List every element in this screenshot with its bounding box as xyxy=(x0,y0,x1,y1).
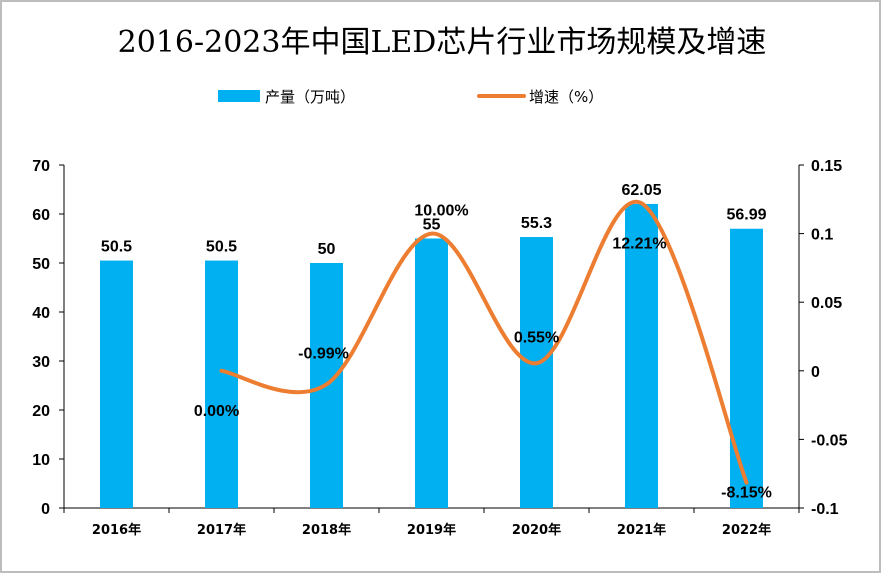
growth-data-label: 0.00% xyxy=(194,403,239,420)
growth-data-label: 10.00% xyxy=(414,203,468,220)
left-tick-label: 0 xyxy=(41,501,50,518)
right-tick-label: 0.05 xyxy=(811,295,842,312)
bar-data-label: 55 xyxy=(423,217,441,234)
legend-bar-swatch xyxy=(218,90,260,102)
left-tick-label: 20 xyxy=(32,403,50,420)
left-tick-label: 70 xyxy=(32,158,50,175)
chart-title: 2016-2023年中国LED芯片行业市场规模及增速 xyxy=(118,25,767,60)
x-tick-label: 2016年 xyxy=(92,522,141,538)
growth-line xyxy=(219,199,749,485)
bar-data-label: 50 xyxy=(318,241,336,258)
growth-data-label: -8.15% xyxy=(721,485,772,502)
bar xyxy=(205,260,238,508)
legend: 产量（万吨） 增速（%） xyxy=(218,88,603,106)
bar xyxy=(415,238,448,508)
x-tick-label: 2021年 xyxy=(617,522,666,538)
bar xyxy=(520,237,553,508)
right-tick-label: -0.1 xyxy=(811,501,839,518)
bar xyxy=(100,260,133,508)
left-tick-label: 60 xyxy=(32,207,50,224)
bar xyxy=(730,228,763,508)
growth-data-label: -0.99% xyxy=(298,345,349,362)
bar-data-label: 50.5 xyxy=(101,239,132,256)
bar-data-label: 62.05 xyxy=(621,182,661,199)
right-tick-label: 0 xyxy=(811,364,820,381)
x-tick-label: 2022年 xyxy=(722,522,771,538)
right-tick-label: 0.15 xyxy=(811,158,842,175)
x-tick-label: 2019年 xyxy=(407,522,456,538)
bar xyxy=(625,203,658,508)
bar-data-label: 56.99 xyxy=(726,207,766,224)
growth-data-label: 0.55% xyxy=(514,329,559,346)
legend-bar-label: 产量（万吨） xyxy=(265,88,355,106)
left-tick-label: 10 xyxy=(32,452,50,469)
x-tick-label: 2020年 xyxy=(512,522,561,538)
x-tick-label: 2018年 xyxy=(302,522,351,538)
bar-data-label: 50.5 xyxy=(206,239,237,256)
x-tick-label: 2017年 xyxy=(197,522,246,538)
right-tick-label: -0.05 xyxy=(811,432,848,449)
right-tick-label: 0.1 xyxy=(811,227,833,244)
left-tick-label: 50 xyxy=(32,256,50,273)
left-tick-label: 30 xyxy=(32,354,50,371)
bar-data-label: 55.3 xyxy=(521,215,552,232)
left-tick-label: 40 xyxy=(32,305,50,322)
growth-data-label: 12.21% xyxy=(612,235,666,252)
legend-line-label: 增速（%） xyxy=(529,88,603,106)
